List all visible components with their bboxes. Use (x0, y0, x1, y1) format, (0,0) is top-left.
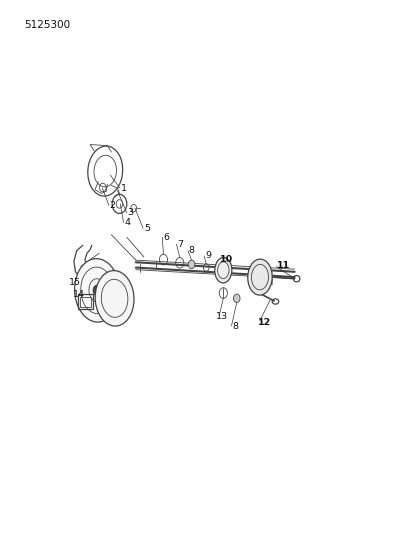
Text: 15: 15 (68, 278, 81, 287)
Bar (80, 297, 90, 307)
Circle shape (233, 294, 239, 303)
Text: 6: 6 (163, 233, 169, 242)
Ellipse shape (247, 259, 272, 295)
Text: 8: 8 (188, 246, 194, 255)
Ellipse shape (95, 271, 134, 326)
Text: 5: 5 (144, 224, 150, 233)
Text: 4: 4 (124, 218, 130, 227)
Text: 12: 12 (257, 318, 270, 327)
Ellipse shape (214, 257, 231, 283)
Circle shape (188, 260, 194, 269)
Bar (78, 294, 92, 309)
Text: 13: 13 (216, 312, 228, 321)
Text: 10: 10 (220, 255, 233, 264)
Text: 3: 3 (127, 208, 133, 217)
Text: 9: 9 (204, 252, 211, 261)
Text: 1: 1 (120, 183, 126, 192)
Circle shape (93, 285, 101, 296)
Text: 8: 8 (232, 322, 238, 332)
Text: 2: 2 (110, 201, 115, 210)
Ellipse shape (74, 259, 119, 322)
Text: 11: 11 (276, 261, 290, 270)
Text: 5125300: 5125300 (24, 20, 70, 30)
Text: 7: 7 (177, 240, 183, 249)
Text: 14: 14 (72, 289, 84, 298)
